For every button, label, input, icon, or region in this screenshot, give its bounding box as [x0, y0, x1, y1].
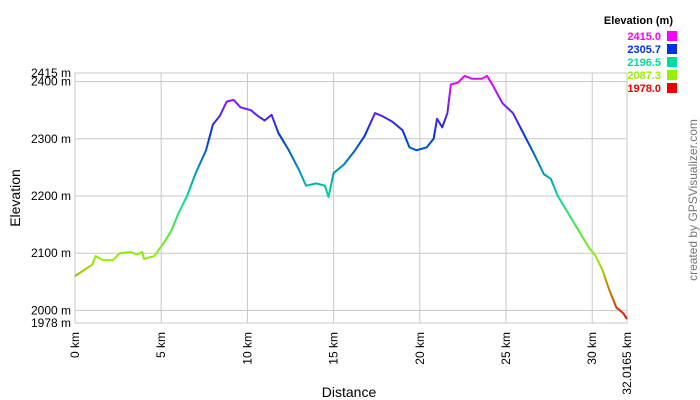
- elevation-line: [74, 74, 628, 320]
- x-tick-label: 32.0165 km: [620, 332, 634, 395]
- y-tick-label: 2300 m: [31, 132, 71, 146]
- x-tick-label: 5 km: [154, 332, 168, 358]
- legend-label: 2196.5: [627, 57, 661, 69]
- legend-swatch: [667, 83, 677, 93]
- legend-swatch: [667, 70, 677, 80]
- credit: created by GPSVisualizer.com: [686, 119, 700, 281]
- legend-swatch: [667, 31, 677, 41]
- legend-label: 2305.7: [627, 44, 661, 56]
- plot-area: [74, 72, 628, 324]
- y-axis-title: Elevation: [7, 169, 23, 227]
- y-tick-label: 2100 m: [31, 246, 71, 260]
- legend-label: 1978.0: [627, 83, 661, 95]
- y-tick-label: 2415 m: [31, 66, 71, 80]
- x-tick-label: 10 km: [240, 332, 254, 365]
- x-axis-title: Distance: [322, 384, 377, 400]
- y-tick-label: 2000 m: [31, 303, 71, 317]
- legend-title: Elevation (m): [604, 15, 673, 27]
- x-tick-label: 30 km: [585, 332, 599, 365]
- legend-swatch: [667, 57, 677, 67]
- x-tick-label: 15 km: [327, 332, 341, 365]
- y-tick-label: 2200 m: [31, 189, 71, 203]
- x-tick-label: 0 km: [68, 332, 82, 358]
- x-tick-label: 20 km: [413, 332, 427, 365]
- legend-label: 2415.0: [627, 31, 661, 43]
- y-tick-label: 1978 m: [31, 316, 71, 330]
- y-tick-label: 2400 m: [31, 75, 71, 89]
- legend-label: 2087.3: [627, 70, 661, 82]
- x-tick-label: 25 km: [499, 332, 513, 365]
- legend-swatch: [667, 44, 677, 54]
